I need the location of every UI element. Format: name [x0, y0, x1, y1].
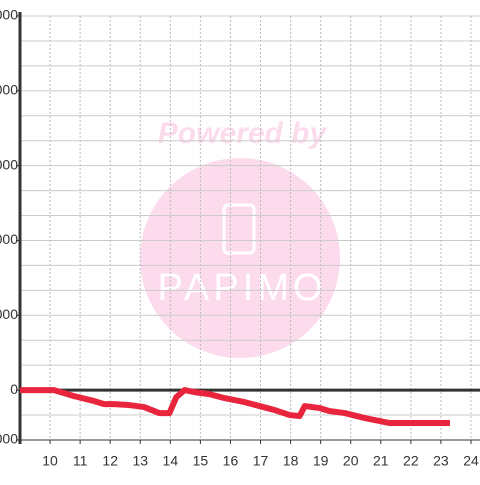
x-tick-label: 13	[132, 453, 148, 469]
y-tick-label: -20,000	[0, 431, 18, 447]
x-tick-label: 11	[73, 453, 88, 469]
y-tick-label: 120,000	[0, 82, 18, 98]
data-line	[20, 387, 450, 427]
y-tick-label: 150,000	[0, 7, 18, 23]
x-tick-label: 21	[373, 453, 389, 469]
y-tick-label: 90,000	[0, 156, 18, 172]
x-tick-label: 16	[223, 453, 239, 469]
watermark-icon	[222, 203, 256, 255]
x-tick-label: 15	[193, 453, 209, 469]
x-tick-label: 22	[403, 453, 419, 469]
x-tick-label: 12	[102, 453, 118, 469]
x-tick-label: 18	[283, 453, 299, 469]
y-tick-label: 30,000	[0, 306, 18, 322]
x-tick-label: 19	[313, 453, 329, 469]
y-tick-label: 0	[10, 381, 18, 397]
x-tick-label: 14	[163, 453, 179, 469]
x-tick-label: 20	[343, 453, 359, 469]
x-tick-label: 10	[42, 453, 58, 469]
x-tick-label: 24	[463, 453, 479, 469]
watermark: Powered by PAPIMO	[140, 117, 340, 358]
watermark-circle	[140, 158, 340, 358]
y-tick-label: 60,000	[0, 231, 18, 247]
x-tick-label: 17	[253, 453, 269, 469]
watermark-logo: PAPIMO	[158, 267, 327, 309]
x-tick-label: 23	[433, 453, 449, 469]
watermark-text: Powered by	[158, 117, 328, 150]
